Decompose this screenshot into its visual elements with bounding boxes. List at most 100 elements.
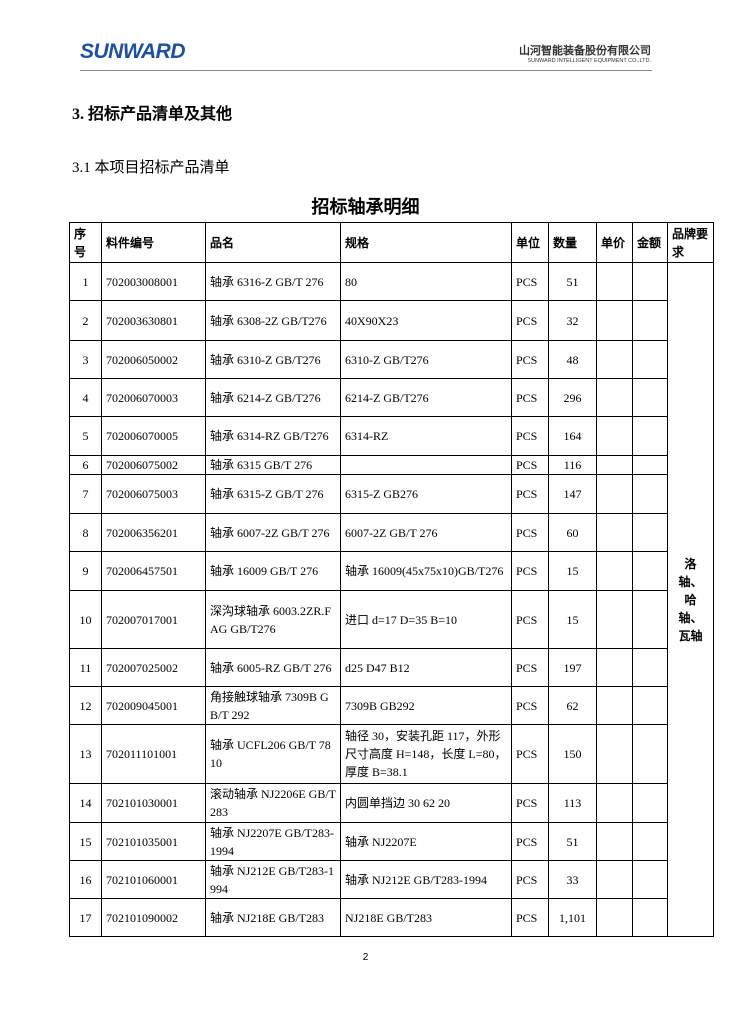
column-header: 数量 xyxy=(548,222,597,263)
cell-name: 轴承 6214-Z GB/T276 xyxy=(205,378,341,417)
cell-price xyxy=(596,262,633,301)
cell-name: 角接触球轴承 7309B GB/T 292 xyxy=(205,686,341,725)
cell-unit: PCS xyxy=(511,300,549,341)
cell-unit: PCS xyxy=(511,378,549,417)
cell-qty: 164 xyxy=(548,416,597,456)
cell-code: 702006075002 xyxy=(101,455,206,475)
cell-no: 6 xyxy=(69,455,102,475)
brand-line: 瓦轴 xyxy=(678,628,703,643)
cell-unit: PCS xyxy=(511,590,549,649)
cell-code: 702007017001 xyxy=(101,590,206,649)
cell-no: 11 xyxy=(69,648,102,687)
cell-code: 702101030001 xyxy=(101,783,206,823)
cell-unit: PCS xyxy=(511,822,549,861)
cell-price xyxy=(596,686,633,725)
cell-name: 轴承 6308-2Z GB/T276 xyxy=(205,300,341,341)
table-row: 1 702003008001 轴承 6316-Z GB/T 276 80 PCS 51 洛轴… xyxy=(69,262,714,937)
cell-code: 702101060001 xyxy=(101,860,206,899)
cell-qty: 60 xyxy=(548,513,597,552)
cell-qty: 150 xyxy=(548,724,597,784)
cell-amount xyxy=(632,724,668,784)
cell-no: 5 xyxy=(69,416,102,456)
cell-spec: 6315-Z GB276 xyxy=(340,474,512,514)
cell-code: 702003008001 xyxy=(101,262,206,301)
logo: SUNWARD xyxy=(80,40,186,63)
cell-no: 14 xyxy=(69,783,102,823)
cell-spec: 40X90X23 xyxy=(340,300,512,341)
cell-name: 轴承 6007-2Z GB/T 276 xyxy=(205,513,341,552)
cell-amount xyxy=(632,783,668,823)
column-header: 料件编号 xyxy=(101,222,206,263)
cell-qty: 197 xyxy=(548,648,597,687)
cell-no: 3 xyxy=(69,340,102,379)
cell-price xyxy=(596,416,633,456)
cell-no: 10 xyxy=(69,590,102,649)
cell-price xyxy=(596,648,633,687)
table-row: 5 702006070005 轴承 6314-RZ GB/T276 6314-RZ PC… xyxy=(69,416,714,456)
cell-amount xyxy=(632,590,668,649)
cell-code: 702006070003 xyxy=(101,378,206,417)
cell-code: 702007025002 xyxy=(101,648,206,687)
cell-spec: 轴承 NJ212E GB/T283-1994 xyxy=(340,860,512,899)
cell-unit: PCS xyxy=(511,686,549,725)
cell-amount xyxy=(632,262,668,301)
cell-qty: 62 xyxy=(548,686,597,725)
table-row: 17 702101090002 轴承 NJ218E GB/T283 NJ218E GB… xyxy=(69,898,714,937)
cell-price xyxy=(596,378,633,417)
cell-qty: 32 xyxy=(548,300,597,341)
cell-unit: PCS xyxy=(511,551,549,591)
cell-qty: 15 xyxy=(548,551,597,591)
cell-price xyxy=(596,551,633,591)
cell-spec: NJ218E GB/T283 xyxy=(340,898,512,937)
cell-price xyxy=(596,474,633,514)
cell-price xyxy=(596,783,633,823)
table-row: 14 702101030001 滚动轴承 NJ2206E GB/T283 内圆单挡边 … xyxy=(69,783,714,823)
product-table: 序号 料件编号 品名 规格 单位 数量 单价 金额 品牌要求 1 702003008001 轴承 6… xyxy=(69,222,714,937)
table-title: 招标轴承明细 xyxy=(311,197,420,217)
cell-unit: PCS xyxy=(511,783,549,823)
cell-name: 轴承 6315 GB/T 276 xyxy=(205,455,341,475)
cell-spec: 轴承 16009(45x75x10)GB/T276 xyxy=(340,551,512,591)
cell-price xyxy=(596,822,633,861)
cell-price xyxy=(596,898,633,937)
cell-no: 12 xyxy=(69,686,102,725)
brand-line: 轴、 xyxy=(678,610,703,625)
cell-name: 轴承 6005-RZ GB/T 276 xyxy=(205,648,341,687)
cell-no: 2 xyxy=(69,300,102,341)
cell-amount xyxy=(632,513,668,552)
cell-name: 轴承 NJ218E GB/T283 xyxy=(205,898,341,937)
cell-no: 9 xyxy=(69,551,102,591)
cell-price xyxy=(596,590,633,649)
column-header: 金额 xyxy=(632,222,668,263)
cell-no: 1 xyxy=(69,262,102,301)
cell-unit: PCS xyxy=(511,474,549,514)
cell-unit: PCS xyxy=(511,648,549,687)
cell-code: 702101035001 xyxy=(101,822,206,861)
cell-spec: 进口 d=17 D=35 B=10 xyxy=(340,590,512,649)
cell-price xyxy=(596,300,633,341)
header-row: 序号 料件编号 品名 规格 单位 数量 单价 金额 品牌要求 xyxy=(69,222,714,263)
cell-price xyxy=(596,455,633,475)
cell-amount xyxy=(632,822,668,861)
cell-amount xyxy=(632,686,668,725)
cell-name: 轴承 6310-Z GB/T276 xyxy=(205,340,341,379)
table-row: 3 702006050002 轴承 6310-Z GB/T276 6310-Z GB/… xyxy=(69,340,714,379)
table-row: 6 702006075002 轴承 6315 GB/T 276 PCS 116 xyxy=(69,455,714,475)
cell-no: 13 xyxy=(69,724,102,784)
table-body: 1 702003008001 轴承 6316-Z GB/T 276 80 PCS 51 洛轴… xyxy=(69,262,714,937)
cell-spec: 6310-Z GB/T276 xyxy=(340,340,512,379)
cell-spec: d25 D47 B12 xyxy=(340,648,512,687)
column-header: 单价 xyxy=(596,222,633,263)
table-row: 16 702101060001 轴承 NJ212E GB/T283-1994 轴承 N… xyxy=(69,860,714,899)
cell-name: 轴承 16009 GB/T 276 xyxy=(205,551,341,591)
cell-amount xyxy=(632,898,668,937)
cell-no: 16 xyxy=(69,860,102,899)
table-row: 13 702011101001 轴承 UCFL206 GB/T 7810 轴径 30，… xyxy=(69,724,714,784)
cell-amount xyxy=(632,860,668,899)
table-row: 7 702006075003 轴承 6315-Z GB/T 276 6315-Z GB… xyxy=(69,474,714,514)
cell-amount xyxy=(632,340,668,379)
cell-amount xyxy=(632,455,668,475)
cell-name: 轴承 NJ212E GB/T283-1994 xyxy=(205,860,341,899)
table-row: 12 702009045001 角接触球轴承 7309B GB/T 292 7309B… xyxy=(69,686,714,725)
